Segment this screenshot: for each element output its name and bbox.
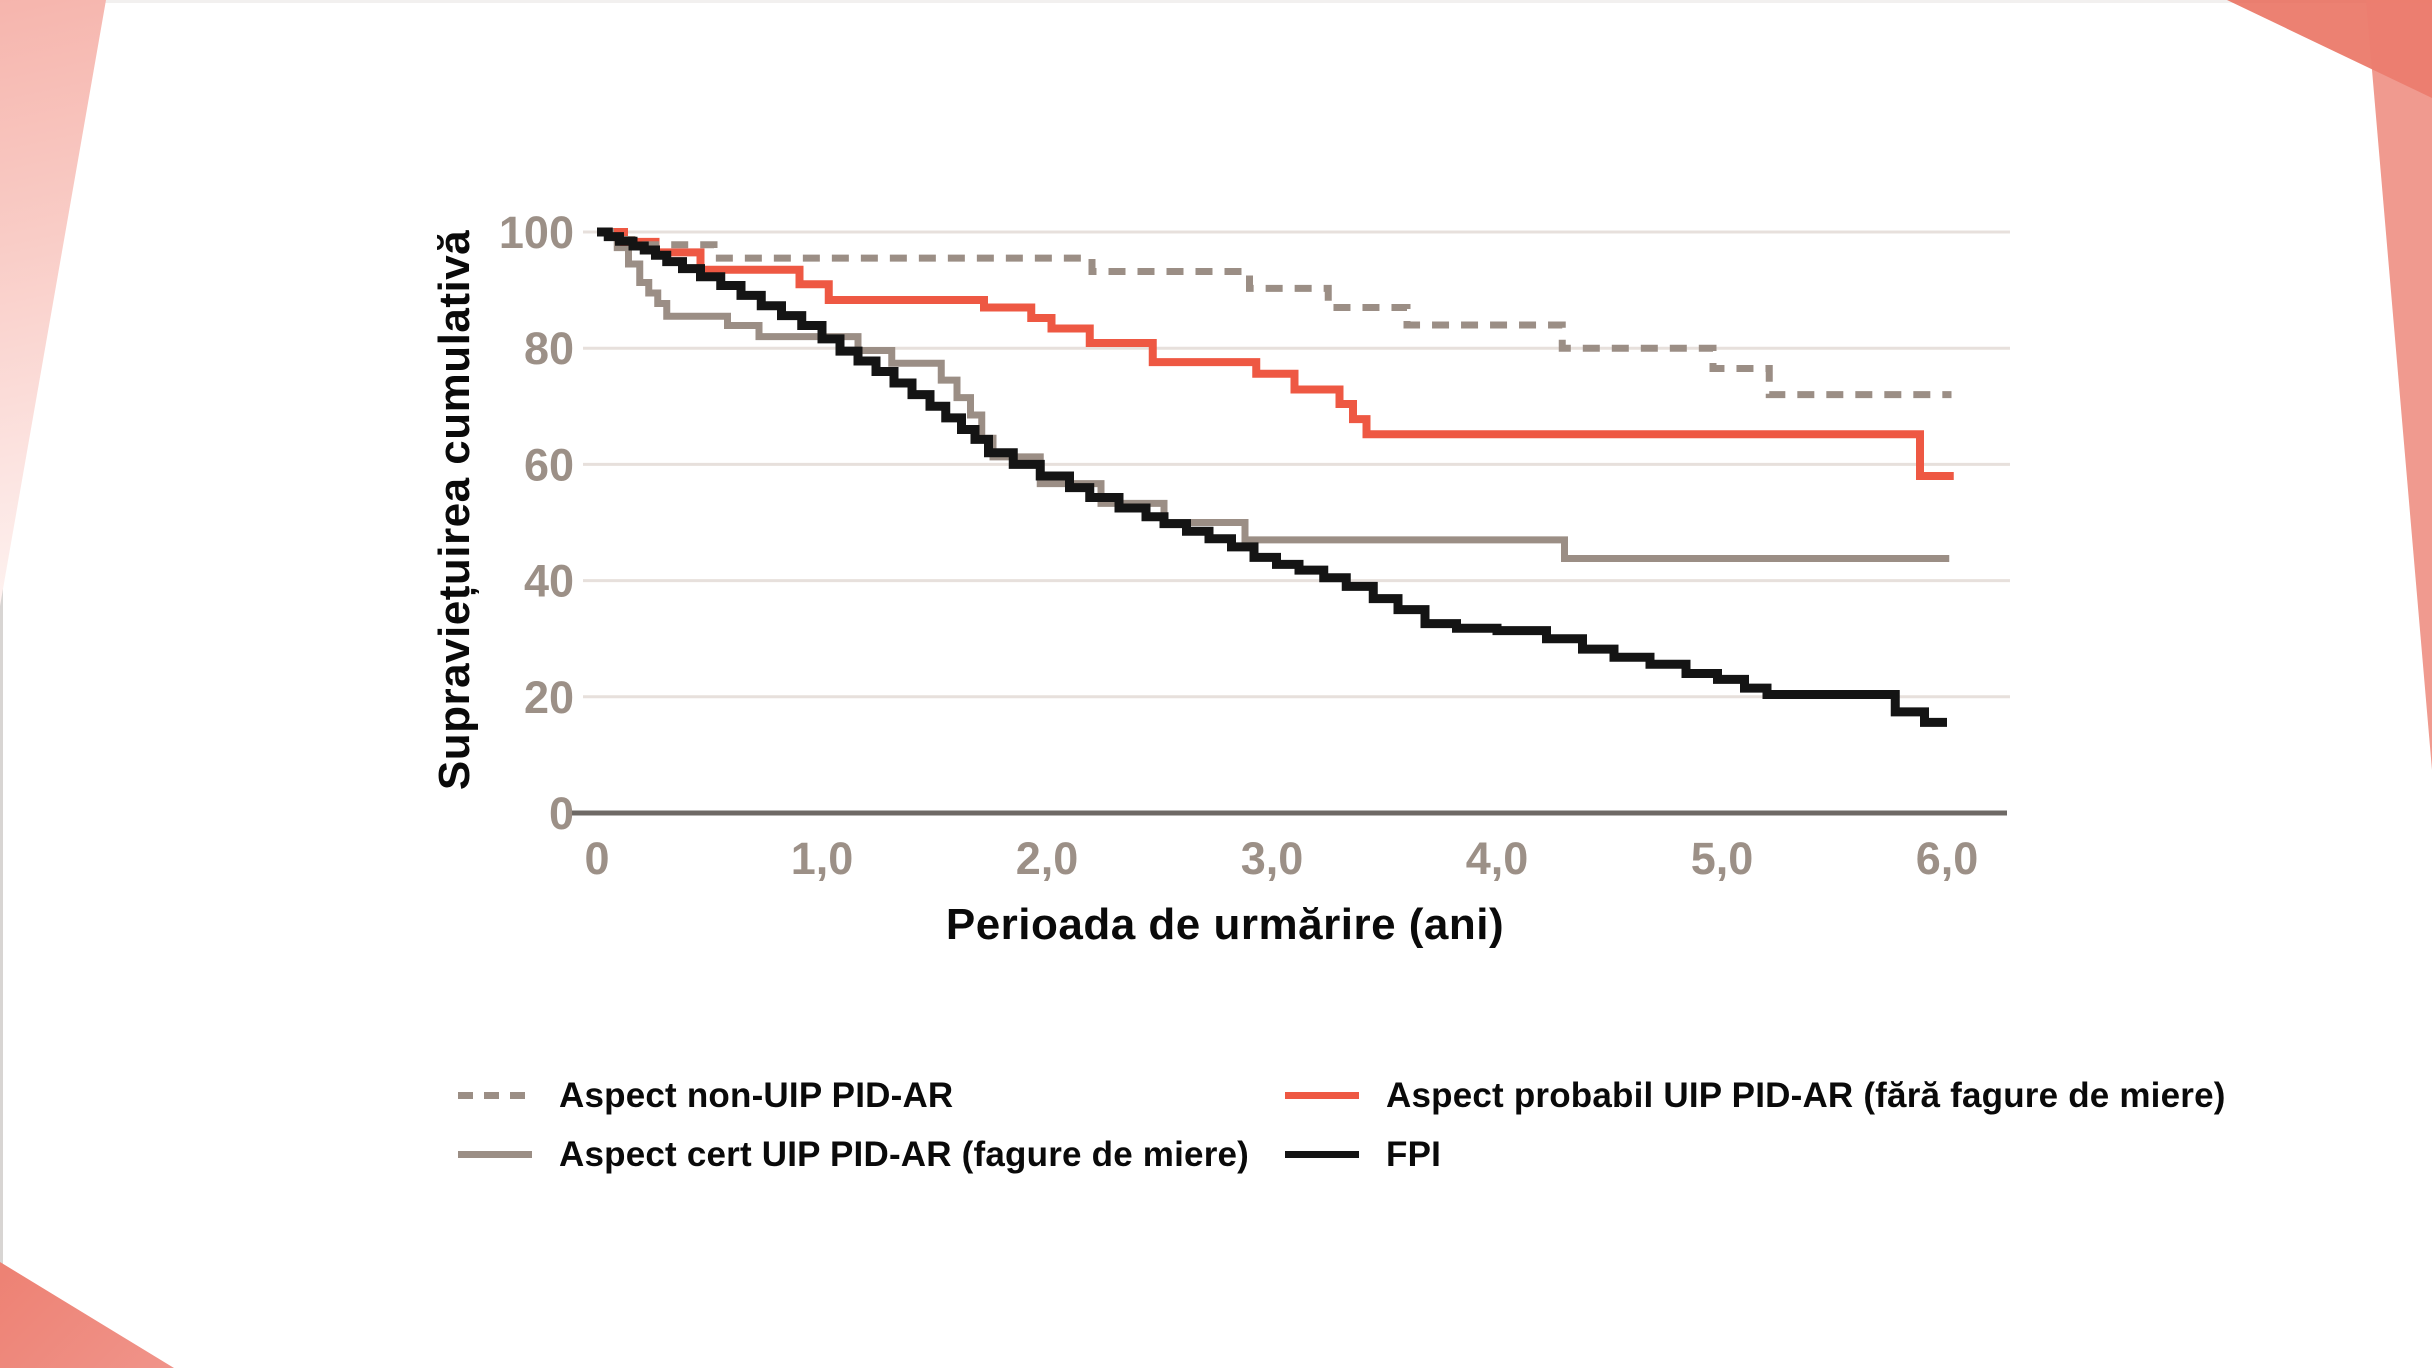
x-tick-label-4: 4,0: [1466, 833, 1529, 884]
x-tick-label-1: 1,0: [791, 833, 854, 884]
legend-swatch-dashed-line: [458, 1092, 532, 1099]
legend-item-cert-uip: Aspect cert UIP PID-AR (fagure de miere): [458, 1125, 1249, 1184]
legend-swatch-taupe-line: [458, 1151, 532, 1158]
y-axis-title: Supraviețuirea cumulativă: [430, 229, 479, 791]
x-tick-label-3: 3,0: [1241, 833, 1304, 884]
legend-item-fpi: FPI: [1285, 1125, 2226, 1184]
legend-label-fpi: FPI: [1386, 1134, 1442, 1174]
x-axis-title: Perioada de urmărire (ani): [945, 900, 1505, 949]
x-tick-label-2: 2,0: [1016, 833, 1079, 884]
legend-item-non-uip: Aspect non-UIP PID-AR: [458, 1066, 1249, 1125]
x-tick-label-5: 5,0: [1691, 833, 1754, 884]
y-tick-label-100: 100: [499, 207, 574, 258]
x-tick-label-6: 6,0: [1916, 833, 1979, 884]
legend-label-non-uip: Aspect non-UIP PID-AR: [559, 1075, 954, 1115]
y-tick-label-60: 60: [524, 439, 574, 490]
y-tick-label-20: 20: [524, 672, 574, 723]
series-curve-1: [597, 228, 1950, 563]
legend-column-right: Aspect probabil UIP PID-AR (fără fagure …: [1285, 1066, 2226, 1184]
x-tick-label-0: 0: [584, 833, 609, 884]
legend-swatch-red-line: [1285, 1092, 1359, 1099]
legend-swatch-black-line: [1285, 1151, 1359, 1158]
legend-item-probabil-uip: Aspect probabil UIP PID-AR (fără fagure …: [1285, 1066, 2226, 1125]
y-tick-label-40: 40: [524, 556, 574, 607]
y-tick-label-0: 0: [549, 788, 574, 839]
legend-label-cert-uip: Aspect cert UIP PID-AR (fagure de miere): [559, 1134, 1250, 1174]
series-curve-2: [597, 228, 1954, 481]
slide-left-edge-line: [0, 0, 3, 1368]
legend-label-probabil-uip: Aspect probabil UIP PID-AR (fără fagure …: [1386, 1075, 2226, 1115]
legend-column-left: Aspect non-UIP PID-AR Aspect cert UIP PI…: [458, 1066, 1249, 1184]
series-curve-3: [597, 227, 1947, 727]
y-tick-label-80: 80: [524, 323, 574, 374]
slide-top-edge-line: [0, 0, 2432, 3]
